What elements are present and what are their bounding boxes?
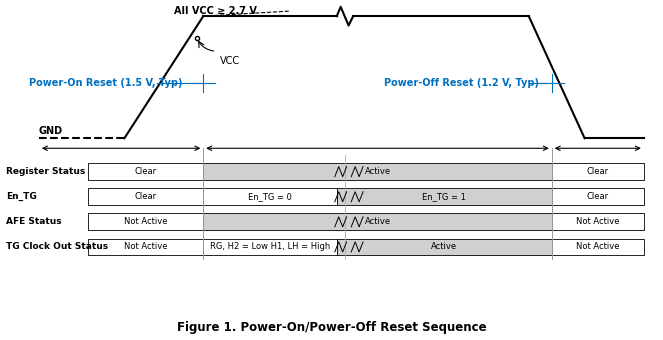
Bar — [204, 163, 552, 180]
Text: TG Clock Out Status: TG Clock Out Status — [6, 242, 108, 251]
Text: Active: Active — [365, 217, 391, 226]
Text: GND: GND — [39, 126, 63, 136]
Text: Clear: Clear — [587, 167, 609, 176]
Text: All VCC ≥ 2.7 V: All VCC ≥ 2.7 V — [174, 6, 257, 16]
Bar — [552, 188, 644, 205]
Bar — [337, 239, 552, 255]
Text: Not Active: Not Active — [576, 242, 619, 251]
Bar — [204, 214, 552, 230]
Text: Register Status: Register Status — [6, 167, 86, 176]
Bar — [204, 239, 337, 255]
Text: Clear: Clear — [135, 192, 157, 201]
Bar — [88, 188, 204, 205]
Bar — [88, 214, 204, 230]
Text: En_TG: En_TG — [6, 192, 37, 201]
Text: Active: Active — [365, 167, 391, 176]
Text: AFE Status: AFE Status — [6, 217, 62, 226]
Bar — [88, 239, 204, 255]
Text: Not Active: Not Active — [124, 242, 168, 251]
Text: Figure 1. Power-On/Power-Off Reset Sequence: Figure 1. Power-On/Power-Off Reset Seque… — [176, 321, 487, 334]
Text: Power-On Reset (1.5 V, Typ): Power-On Reset (1.5 V, Typ) — [29, 78, 182, 88]
Text: Power-Off Reset (1.2 V, Typ): Power-Off Reset (1.2 V, Typ) — [384, 78, 539, 88]
Text: VCC: VCC — [219, 56, 240, 66]
Bar — [88, 163, 204, 180]
Text: Not Active: Not Active — [576, 217, 619, 226]
Bar — [552, 214, 644, 230]
Bar — [552, 163, 644, 180]
Text: En_TG = 1: En_TG = 1 — [422, 192, 466, 201]
Bar — [204, 188, 337, 205]
Text: En_TG = 0: En_TG = 0 — [248, 192, 292, 201]
Text: Active: Active — [431, 242, 457, 251]
Text: Clear: Clear — [587, 192, 609, 201]
Text: Clear: Clear — [135, 167, 157, 176]
Text: RG, H2 = Low H1, LH = High: RG, H2 = Low H1, LH = High — [210, 242, 330, 251]
Bar — [552, 239, 644, 255]
Bar — [337, 188, 552, 205]
Text: Not Active: Not Active — [124, 217, 168, 226]
